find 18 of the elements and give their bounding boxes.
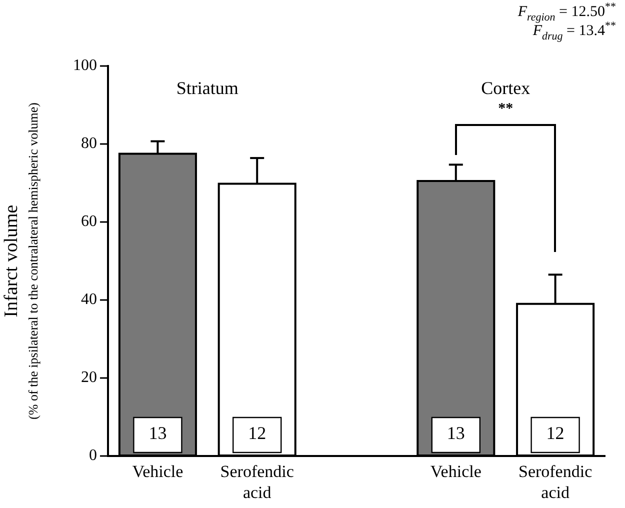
y-axis-title: Infarct volume (% of the ipsilateral to the contralateral hemispheric volume) [0,102,40,420]
x-tick-label: Serofendic acid [518,462,593,502]
x-tick-label: Vehicle [430,462,482,481]
x-tick-label: Vehicle [132,462,184,481]
y-tick-label: 100 [73,57,97,74]
y-tick-label: 20 [81,369,97,386]
annotation: 12 [248,423,266,444]
annotation: 13 [148,423,167,444]
annotation: ** [498,100,514,117]
y-tick-label: 40 [81,291,97,308]
y-tick-label: 80 [81,135,97,152]
annotation: Striatum [176,78,238,98]
annotation: 12 [546,423,564,444]
y-tick-label: 0 [89,447,97,464]
annotation: Cortex [481,78,530,98]
x-tick-label: Serofendic acid [220,462,294,502]
annotation: 13 [446,423,465,444]
y-tick-label: 60 [81,213,97,230]
